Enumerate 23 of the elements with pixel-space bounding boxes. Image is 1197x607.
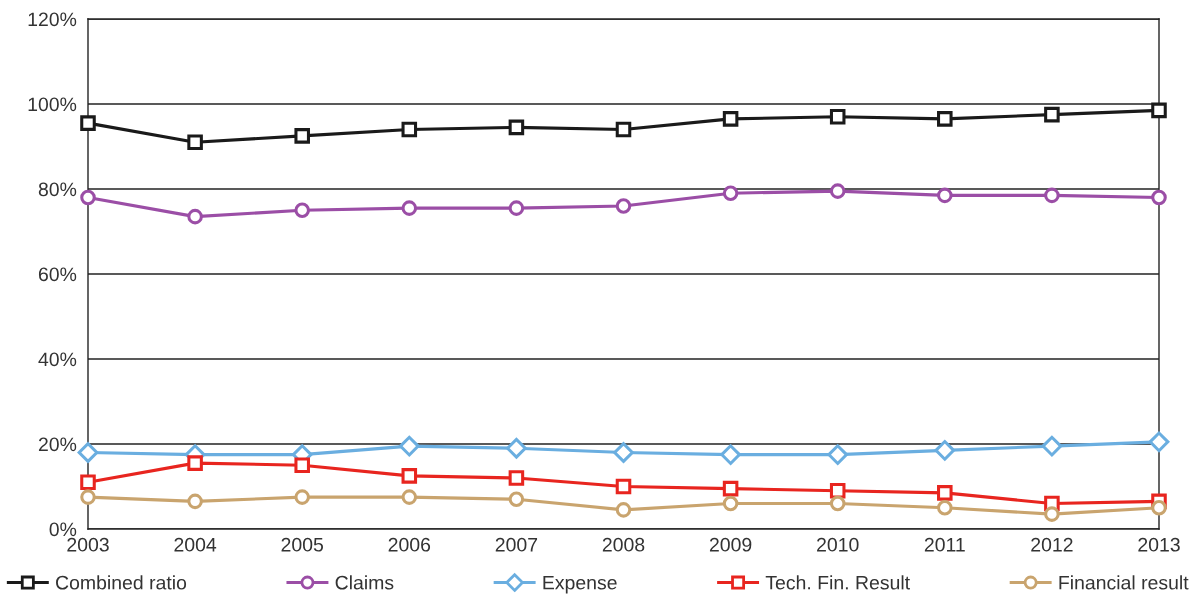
x-tick-label: 2005: [281, 537, 324, 552]
x-tick-label: 2009: [709, 537, 752, 552]
y-tick-label: 60%: [38, 267, 77, 282]
legend-label: Tech. Fin. Result: [765, 575, 910, 590]
x-tick-label: 2013: [1138, 537, 1180, 552]
y-tick-label: 0%: [49, 522, 77, 537]
y-tick-label: 20%: [38, 437, 77, 452]
y-tick-label: 100%: [28, 97, 77, 112]
y-tick-label: 120%: [28, 12, 77, 27]
x-tick-label: 2007: [495, 537, 538, 552]
legend-label: Combined ratio: [56, 575, 187, 590]
x-tick-label: 2012: [1031, 537, 1073, 552]
legend-label: Expense: [543, 575, 617, 594]
x-tick-label: 2006: [388, 537, 431, 552]
legend-label: Financial result: [1059, 575, 1189, 590]
x-tick-label: 2003: [67, 537, 109, 552]
y-tick-label: 80%: [38, 182, 77, 197]
y-tick-label: 40%: [38, 352, 77, 367]
x-tick-label: 2008: [602, 537, 645, 552]
x-tick-label: 2010: [817, 537, 859, 552]
x-tick-label: 2011: [924, 537, 965, 552]
x-tick-label: 2004: [174, 537, 217, 552]
legend-label: Claims: [335, 575, 394, 590]
